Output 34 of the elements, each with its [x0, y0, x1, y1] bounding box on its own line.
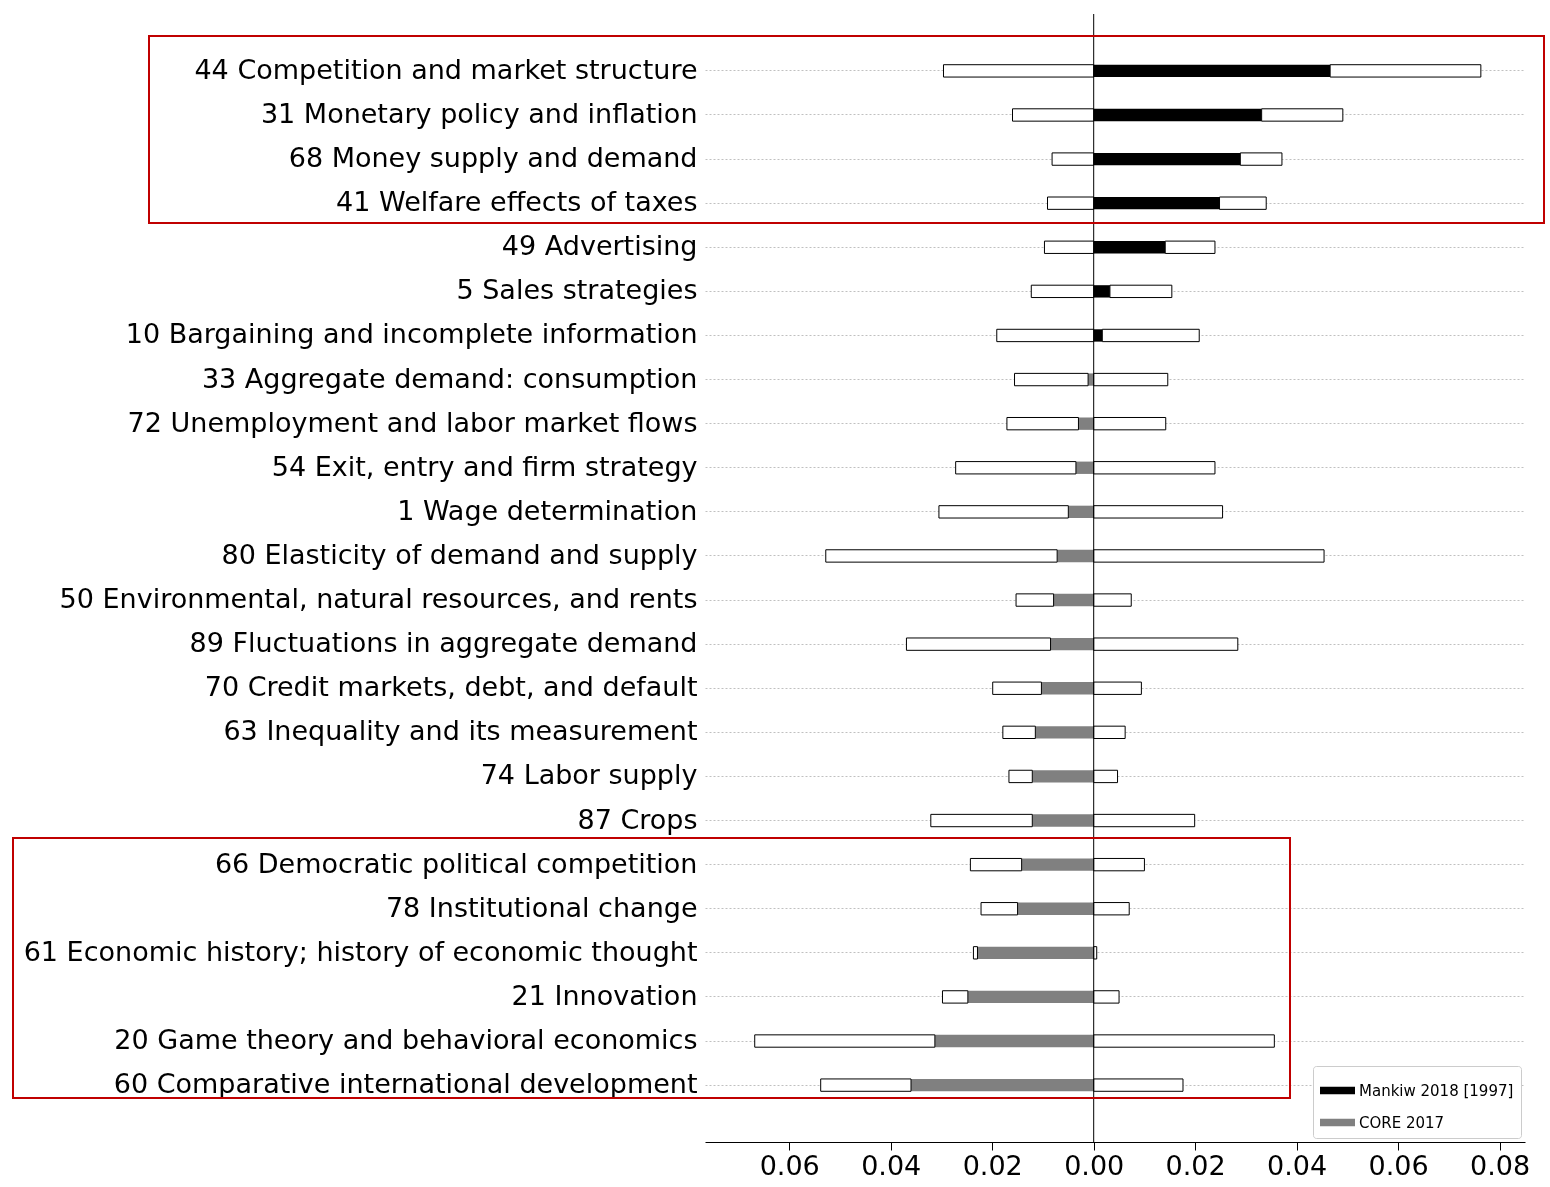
x-tick-label: 0.04: [1267, 1149, 1328, 1181]
y-tick-label: 80 Elasticity of demand and supply: [221, 538, 698, 570]
y-tick-label: 78 Institutional change: [385, 891, 698, 923]
y-tick-label: 5 Sales strategies: [456, 274, 698, 306]
x-tick-label: 0.06: [1368, 1149, 1429, 1181]
y-tick-label: 66 Democratic political competition: [214, 847, 698, 879]
y-tick-label: 54 Exit, entry and firm strategy: [271, 450, 698, 482]
x-tick-label: 0.02: [1165, 1149, 1226, 1181]
y-tick-label: 61 Economic history; history of economic thought: [23, 935, 698, 967]
y-tick-label: 60 Comparative international development: [113, 1068, 698, 1100]
x-tick-label: 0.00: [1064, 1149, 1125, 1181]
y-tick-label: 10 Bargaining and incomplete information: [125, 318, 698, 350]
y-tick-label: 44 Competition and market structure: [194, 53, 698, 85]
y-tick-label: 33 Aggregate demand: consumption: [201, 362, 698, 394]
y-tick-label: 20 Game theory and behavioral economics: [114, 1024, 698, 1056]
y-tick-label: 41 Welfare effects of taxes: [336, 186, 698, 218]
x-tick-label: 0.08: [1470, 1149, 1531, 1181]
y-tick-label: 87 Crops: [577, 803, 698, 835]
y-tick-label: 89 Fluctuations in aggregate demand: [189, 627, 698, 659]
x-tick-label: 0.04: [861, 1149, 922, 1181]
legend-label: Mankiw 2018 [1997]: [1359, 1081, 1514, 1100]
y-tick-label: 1 Wage determination: [397, 494, 698, 526]
y-tick-label: 63 Inequality and its measurement: [223, 715, 698, 747]
x-tick-label: 0.06: [759, 1149, 820, 1181]
y-tick-label: 72 Unemployment and labor market flows: [127, 406, 698, 438]
y-tick-label: 31 Monetary policy and inflation: [260, 97, 698, 129]
y-tick-label: 68 Money supply and demand: [288, 142, 698, 174]
y-tick-label: 70 Credit markets, debt, and default: [204, 671, 698, 703]
x-tick-label: 0.02: [962, 1149, 1023, 1181]
y-tick-label: 21 Innovation: [511, 979, 698, 1011]
y-tick-label: 49 Advertising: [501, 230, 698, 262]
legend-label: CORE 2017: [1359, 1113, 1445, 1132]
y-tick-label: 74 Labor supply: [480, 759, 698, 791]
y-tick-label: 50 Environmental, natural resources, and rents: [59, 583, 698, 615]
